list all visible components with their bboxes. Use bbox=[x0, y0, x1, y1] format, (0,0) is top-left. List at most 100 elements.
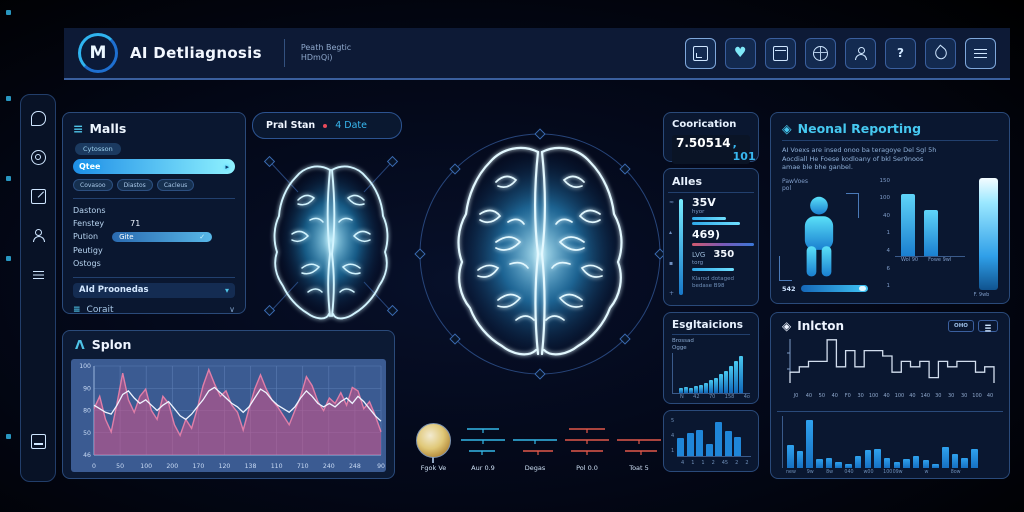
calendar-icon bbox=[773, 45, 788, 61]
oho-button[interactable]: OHO bbox=[948, 320, 974, 332]
bar-column bbox=[854, 455, 862, 468]
calendar-icon[interactable] bbox=[765, 37, 796, 69]
help-icon[interactable] bbox=[885, 37, 916, 69]
subtitle-line2: HDmQi) bbox=[300, 53, 333, 62]
svg-text:140: 140 bbox=[921, 393, 931, 399]
row-label: Peutigy bbox=[73, 245, 103, 255]
bar-label bbox=[902, 470, 912, 475]
bar bbox=[694, 386, 698, 393]
sidebar-edit-icon[interactable] bbox=[27, 185, 49, 207]
splon-panel: Λ Splon 0 50 100 200 170 120 138 110 710 240 248 90… bbox=[62, 330, 395, 479]
x-tick: 1 bbox=[691, 460, 695, 466]
globe-thumbnail-icon[interactable] bbox=[416, 423, 451, 463]
legend-globe: Fgok Ve bbox=[416, 423, 451, 472]
bar bbox=[689, 387, 693, 393]
malls-row: Ostogs bbox=[73, 257, 235, 270]
divider bbox=[777, 411, 1003, 412]
bar-label bbox=[854, 470, 864, 475]
bar-label: Fowe 9wl bbox=[928, 256, 952, 263]
bar bbox=[734, 361, 738, 393]
bar-label: 8ow bbox=[950, 470, 961, 475]
neonal-lower: PawVoes pol 542 bbox=[779, 177, 998, 298]
bar-column bbox=[961, 457, 968, 468]
bar bbox=[739, 356, 743, 393]
header-subtitle: Peath Begtic HDmQi) bbox=[301, 43, 351, 63]
alles-rail-icons: ≈ ▴ ▪ + bbox=[669, 199, 674, 297]
bar bbox=[903, 458, 910, 468]
malls-tag[interactable]: Cacleus bbox=[156, 179, 195, 191]
bar-label: 09w bbox=[892, 470, 903, 475]
svg-text:240: 240 bbox=[323, 463, 335, 470]
malls-top-tag[interactable]: Cytosson bbox=[75, 143, 121, 155]
bar bbox=[677, 438, 685, 456]
dropdown-label: AId Proonedas bbox=[79, 285, 149, 296]
pill-label: Gite bbox=[119, 232, 134, 241]
sidebar-list-icon[interactable] bbox=[27, 263, 49, 285]
edge-dot bbox=[6, 176, 11, 181]
legend-item: Degas bbox=[513, 424, 557, 472]
malls-search-input[interactable]: Qtee ▸ bbox=[73, 159, 235, 174]
sidebar-user-icon[interactable] bbox=[27, 224, 49, 246]
heart-icon[interactable] bbox=[725, 37, 756, 69]
bar-labels: Wol 90 Fowe 9wl bbox=[901, 257, 965, 263]
x-tick: 42 bbox=[693, 394, 700, 400]
alles-note: Klarod dotaged bedase B98 bbox=[692, 276, 750, 290]
edge-dot bbox=[6, 434, 11, 439]
bar bbox=[686, 432, 694, 456]
user-icon[interactable] bbox=[845, 37, 876, 69]
bar-column bbox=[835, 461, 842, 468]
bar bbox=[704, 382, 708, 393]
globe-icon[interactable] bbox=[805, 37, 836, 69]
compass-icon: ◈ bbox=[782, 319, 792, 333]
bar-label: new bbox=[786, 470, 796, 475]
legend-item-label: Pol 0.0 bbox=[576, 464, 598, 472]
svg-text:100: 100 bbox=[972, 393, 982, 399]
menu-button[interactable] bbox=[978, 320, 998, 332]
panel-icon[interactable] bbox=[27, 430, 49, 452]
inlcton-header: ◈ Inlcton OHO bbox=[782, 319, 998, 333]
app-title: AI Detliagnosis bbox=[130, 44, 262, 62]
menu-icon[interactable] bbox=[965, 37, 996, 69]
bar bbox=[924, 209, 938, 256]
svg-text:80: 80 bbox=[83, 408, 91, 415]
sidebar-camera-icon[interactable] bbox=[27, 146, 49, 168]
malls-panel: ≡ Malls Cytosson Qtee ▸ Covasoo Diastos Ca… bbox=[62, 112, 246, 315]
bar bbox=[912, 455, 920, 468]
leaf-icon[interactable] bbox=[925, 37, 956, 69]
bar-chart bbox=[895, 178, 965, 257]
malls-tag[interactable]: Covasoo bbox=[73, 179, 113, 191]
row-label: Pution bbox=[73, 232, 99, 242]
scan-tabbar: Pral Stan 4 Date bbox=[252, 112, 402, 139]
alles-metric2-value: 469) bbox=[692, 228, 720, 241]
brain-scan-large bbox=[414, 128, 666, 380]
rail-glyph: ▪ bbox=[669, 259, 674, 267]
row-label: Dastons bbox=[73, 206, 106, 216]
bar-column bbox=[874, 449, 881, 468]
bar bbox=[729, 366, 733, 393]
bar bbox=[679, 388, 683, 393]
legend-item: Pol 0.0 bbox=[565, 424, 609, 472]
bar-column bbox=[845, 463, 852, 468]
y-axis-labels: 150 100 40 1 4 6 1 bbox=[876, 178, 891, 298]
chat-icon bbox=[30, 110, 46, 126]
tab-pral-stan[interactable]: Pral Stan bbox=[266, 120, 316, 131]
procedures-dropdown[interactable]: AId Proonedas ▾ bbox=[73, 282, 235, 298]
scan-icon[interactable] bbox=[685, 37, 716, 69]
malls-tag[interactable]: Diastos bbox=[116, 179, 153, 191]
tab-4-date[interactable]: 4 Date bbox=[335, 120, 367, 131]
bar-column bbox=[806, 420, 813, 468]
row-value-pill[interactable]: Gite ✓ bbox=[112, 231, 213, 242]
sidebar-chat-icon[interactable] bbox=[27, 107, 49, 129]
bar bbox=[951, 454, 959, 468]
user-icon bbox=[32, 228, 45, 242]
bar bbox=[932, 463, 939, 468]
row-label: Ostogs bbox=[73, 258, 101, 268]
chevron-down-icon: ∨ bbox=[229, 305, 235, 315]
bar-label bbox=[941, 470, 951, 475]
bar bbox=[845, 463, 852, 468]
svg-text:46: 46 bbox=[83, 452, 91, 459]
rail-glyph: ▴ bbox=[669, 229, 673, 237]
corait-row[interactable]: ≡ Corait ∨ bbox=[73, 305, 235, 315]
coorication-value: 7.50514 , 101 bbox=[672, 135, 756, 164]
